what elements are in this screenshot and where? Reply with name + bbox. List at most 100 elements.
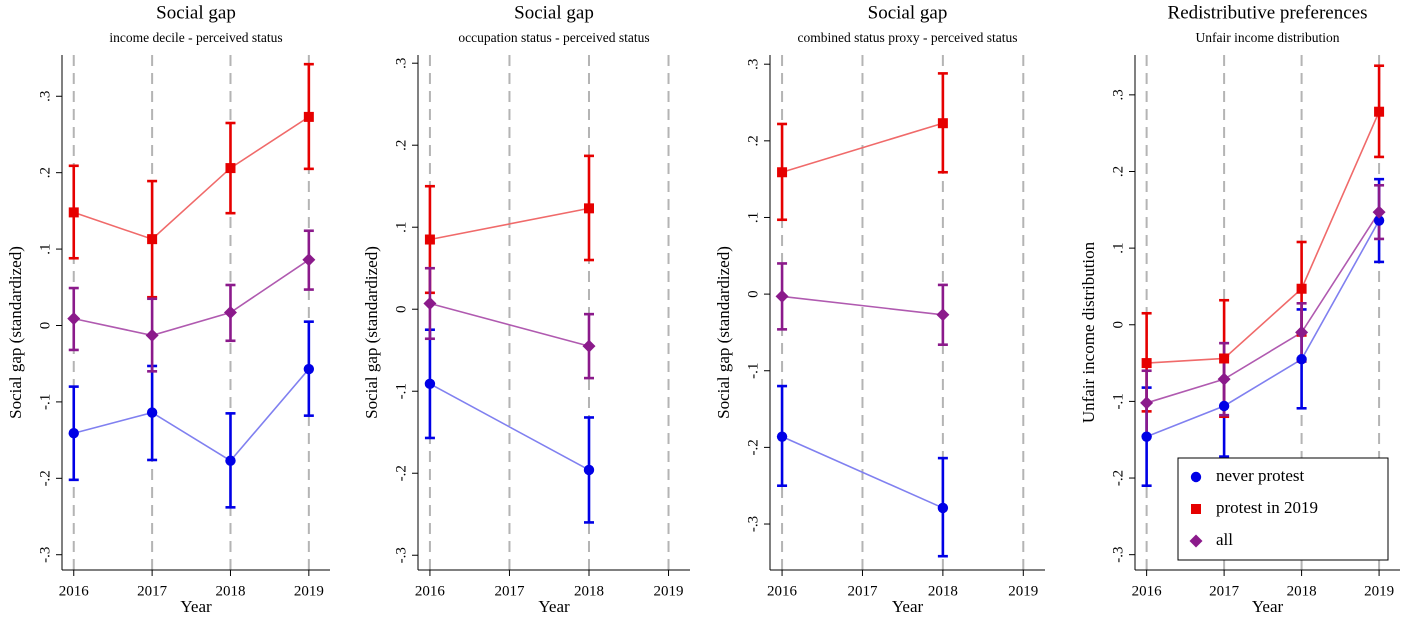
y-tick-label: 0	[393, 305, 409, 313]
marker-circle	[776, 431, 788, 442]
marker-circle	[937, 502, 949, 514]
marker-circle	[146, 407, 158, 418]
x-tick-label: 2016	[767, 583, 798, 599]
y-tick-label: -.2	[37, 470, 53, 486]
x-axis-label: Year	[180, 597, 212, 616]
legend-label: never protest	[1216, 466, 1305, 485]
marker-square	[303, 111, 314, 122]
marker-square	[68, 207, 79, 218]
series-line	[1146, 211, 1380, 404]
y-axis-label: Social gap (standardized)	[714, 246, 733, 419]
marker-diamond	[302, 253, 316, 267]
marker-diamond	[145, 328, 159, 342]
marker-square	[225, 163, 236, 174]
y-tick-label: .1	[1110, 243, 1126, 254]
marker-square	[1374, 106, 1385, 117]
series-line	[73, 259, 310, 337]
y-tick-label: -.3	[745, 516, 761, 532]
y-tick-label: -.3	[37, 547, 53, 563]
legend: never protest protest in 2019 all	[1177, 457, 1389, 561]
marker-square	[1219, 353, 1230, 364]
series-line	[1146, 111, 1380, 364]
y-tick-label: .1	[393, 222, 409, 233]
y-tick-label: -.2	[745, 439, 761, 455]
y-tick-label: .1	[37, 243, 53, 254]
panel-subtitle: income decile - perceived status	[109, 30, 282, 45]
x-axis-label: Year	[538, 597, 570, 616]
legend-label: all	[1216, 530, 1233, 549]
marker-circle	[303, 363, 315, 375]
panel-title: Redistributive preferences	[1168, 2, 1368, 23]
x-tick-label: 2019	[1364, 583, 1394, 599]
marker-square	[424, 234, 435, 245]
y-axis-label: Social gap (standardized)	[362, 246, 381, 419]
series-line	[781, 435, 944, 509]
marker-circle	[68, 428, 79, 439]
y-tick-label: .1	[745, 212, 761, 223]
x-tick-label: 2016	[415, 583, 446, 599]
panel: Social gap occupation status - perceived …	[362, 2, 690, 616]
y-tick-label: -.3	[393, 547, 409, 563]
y-tick-label: -.2	[393, 465, 409, 481]
series-line	[781, 122, 944, 174]
y-tick-label: -.1	[37, 394, 53, 410]
marker-square	[1141, 358, 1152, 369]
legend-box	[1177, 457, 1389, 561]
marker-diamond	[1217, 372, 1231, 386]
panel-title: Social gap	[868, 2, 948, 23]
marker-circle	[583, 464, 595, 476]
x-tick-label: 2019	[654, 583, 684, 599]
marker-circle	[1141, 431, 1152, 442]
marker-square	[777, 167, 788, 178]
marker-diamond	[1140, 396, 1154, 410]
series-line	[73, 368, 310, 462]
x-tick-label: 2017	[1209, 583, 1240, 599]
panel-subtitle: combined status proxy - perceived status	[797, 30, 1017, 45]
y-tick-label: -.1	[745, 363, 761, 379]
y-tick-label: .3	[745, 59, 761, 70]
series-line	[429, 302, 590, 347]
marker-square	[583, 203, 594, 214]
x-tick-label: 2016	[1132, 583, 1163, 599]
y-axis-label: Unfair income distribution	[1079, 241, 1098, 423]
panel: Redistributive preferences Unfair income …	[1079, 2, 1400, 616]
marker-circle	[1373, 215, 1385, 226]
marker-diamond	[423, 296, 437, 310]
marker-diamond	[223, 306, 237, 319]
x-tick-label: 2019	[294, 583, 324, 599]
marker-diamond	[775, 289, 789, 303]
y-tick-label: .3	[393, 58, 409, 69]
y-tick-label: -.1	[1110, 393, 1126, 409]
y-tick-label: .2	[37, 167, 53, 178]
series-line	[429, 207, 590, 241]
y-tick-label: .2	[393, 140, 409, 151]
y-axis-label: Social gap (standardized)	[6, 246, 25, 419]
x-tick-label: 2018	[574, 583, 604, 599]
y-tick-label: .3	[1110, 89, 1126, 100]
x-tick-label: 2016	[59, 583, 90, 599]
y-tick-label: .2	[1110, 166, 1126, 177]
x-tick-label: 2017	[847, 583, 878, 599]
y-tick-label: -.1	[393, 383, 409, 399]
marker-square	[937, 118, 948, 129]
x-axis-label: Year	[1252, 597, 1284, 616]
marker-circle	[1218, 400, 1230, 412]
y-tick-label: -.3	[1110, 547, 1126, 563]
marker-square	[1296, 283, 1307, 294]
y-tick-label: 0	[745, 290, 761, 298]
panel: Social gap income decile - perceived stat…	[6, 2, 330, 616]
x-tick-label: 2019	[1008, 583, 1038, 599]
y-tick-label: 0	[1110, 321, 1126, 329]
legend-marker	[1190, 471, 1202, 483]
marker-circle	[1296, 354, 1307, 365]
series-line	[1146, 220, 1380, 438]
y-tick-label: .3	[37, 91, 53, 102]
legend-marker	[1189, 534, 1203, 548]
marker-square	[147, 234, 158, 245]
y-tick-label: 0	[37, 322, 53, 330]
marker-circle	[225, 455, 236, 466]
x-axis-label: Year	[892, 597, 924, 616]
x-tick-label: 2017	[137, 583, 168, 599]
marker-diamond	[1295, 325, 1309, 339]
